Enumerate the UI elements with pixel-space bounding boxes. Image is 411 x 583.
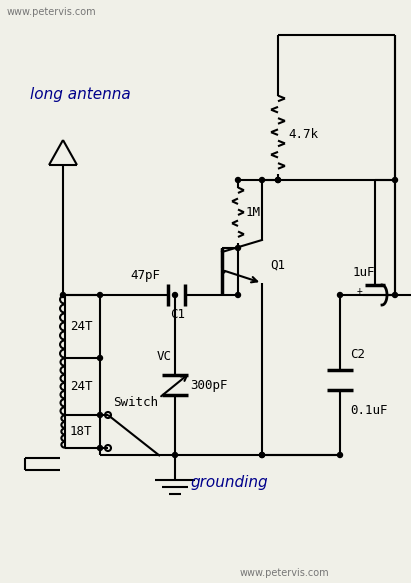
Text: grounding: grounding: [190, 476, 268, 490]
Text: www.petervis.com: www.petervis.com: [7, 7, 97, 17]
Text: 4.7k: 4.7k: [288, 128, 318, 142]
Circle shape: [275, 177, 280, 182]
Circle shape: [259, 452, 265, 458]
Text: C1: C1: [170, 308, 185, 321]
Text: 1uF: 1uF: [353, 266, 376, 279]
Circle shape: [393, 177, 397, 182]
Circle shape: [275, 177, 280, 182]
Circle shape: [236, 245, 240, 251]
Text: www.petervis.com: www.petervis.com: [240, 568, 330, 578]
Text: 300pF: 300pF: [190, 378, 228, 392]
Circle shape: [337, 452, 342, 458]
Circle shape: [337, 293, 342, 297]
Circle shape: [259, 452, 265, 458]
Circle shape: [173, 452, 178, 458]
Circle shape: [173, 293, 178, 297]
Text: long antenna: long antenna: [30, 87, 131, 103]
Text: Switch: Switch: [113, 396, 158, 409]
Text: +: +: [357, 286, 363, 296]
Text: C2: C2: [350, 349, 365, 361]
Text: VC: VC: [157, 350, 172, 363]
Text: Q1: Q1: [270, 258, 285, 272]
Circle shape: [97, 413, 102, 417]
Text: 1M: 1M: [246, 205, 261, 219]
Text: 47pF: 47pF: [130, 269, 160, 282]
Text: 24T: 24T: [70, 320, 92, 333]
Circle shape: [236, 177, 240, 182]
Circle shape: [236, 293, 240, 297]
Circle shape: [393, 293, 397, 297]
Circle shape: [97, 356, 102, 360]
Circle shape: [97, 445, 102, 451]
Circle shape: [97, 293, 102, 297]
Circle shape: [259, 177, 265, 182]
Text: 24T: 24T: [70, 380, 92, 393]
Circle shape: [60, 293, 65, 297]
Text: 0.1uF: 0.1uF: [350, 403, 388, 416]
Text: 18T: 18T: [70, 425, 92, 438]
